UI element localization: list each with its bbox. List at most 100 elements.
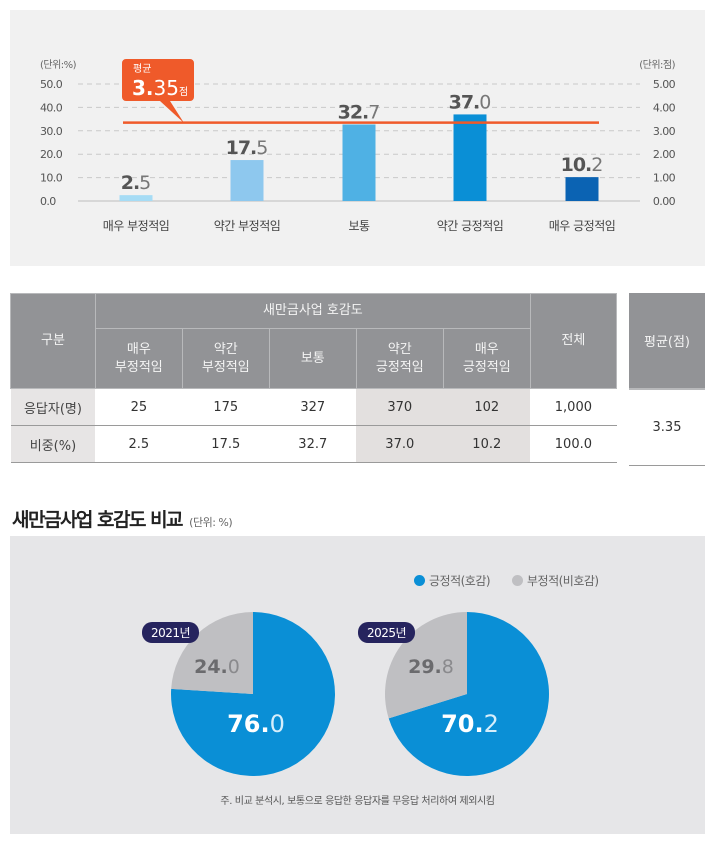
left-tick-label: 50.0: [40, 78, 63, 91]
pie-label-int: 76.: [227, 710, 270, 738]
bar-value-int: 10.: [561, 154, 592, 176]
category-label: 매우 긍정적임: [549, 219, 616, 233]
sub-header: 보통: [268, 328, 357, 389]
bar-value-label: 32.7: [338, 101, 381, 123]
bar-value-dec: 0: [479, 91, 491, 113]
bar: [230, 160, 264, 201]
sub-header-line: 부정적임: [201, 359, 250, 375]
legend-dot-negative: [512, 575, 523, 586]
pie-chart-panel: 76.0 24.0 70.2 29.8 긍정적(호감) 부정적(비호감) 2021년 …: [10, 536, 705, 834]
right-tick-label: 5.00: [653, 78, 676, 91]
bar: [119, 195, 153, 201]
average-callout-dec: 35: [154, 76, 179, 100]
legend-label: 부정적(비호감): [527, 574, 599, 588]
footnote: 주. 비교 분석시, 보통으로 응답한 응답자를 무응답 처리하여 제외시킴: [220, 796, 495, 807]
sub-header-line: 약간: [387, 341, 412, 357]
category-label: 약간 부정적임: [214, 218, 281, 233]
right-tick-label: 1.00: [653, 172, 676, 185]
category-label: 매우 부정적임: [103, 219, 170, 233]
bar-value-dec: 5: [256, 137, 268, 159]
table-row: 비중(%) 2.5 17.5 32.7 37.0 10.2 100.0: [10, 425, 617, 463]
pie-label-int: 24.: [194, 656, 228, 678]
year-badge-2021: 2021년: [142, 622, 200, 643]
left-tick-label: 40.0: [40, 101, 63, 114]
pie-slice: [171, 612, 253, 694]
group-header: 새만금사업 호감도: [94, 293, 531, 329]
section-title-text: 새만금사업 호감도 비교: [12, 509, 184, 531]
sub-header-line: 긍정적임: [462, 359, 511, 375]
category-label: 약간 긍정적임: [437, 218, 504, 233]
category-label: 보통: [348, 219, 370, 233]
average-callout-int: 3.: [132, 76, 154, 100]
table-cell: 2.5: [95, 425, 183, 463]
table-cell: 175: [182, 388, 270, 426]
bar-chart-panel: (단위:%) (단위:점) 0.0 0.00 10.0 1.00 20.0 2.00 30.…: [10, 10, 705, 266]
average-value: 3.35: [629, 389, 705, 466]
bar-value-label: 2.5: [121, 172, 152, 194]
pie-label-negative: 24.0: [194, 656, 240, 678]
total-header: 전체: [529, 293, 618, 389]
average-table: 평균(점) 3.35: [629, 293, 705, 466]
bar-value-dec: 2: [591, 154, 603, 176]
right-axis-unit: (단위:점): [639, 58, 675, 71]
legend-label: 긍정적(호감): [429, 574, 491, 588]
left-tick-label: 0.0: [40, 195, 56, 208]
pie-label-dec: 0: [270, 710, 285, 738]
pie-label-negative: 29.8: [408, 656, 454, 678]
table-cell-total: 1,000: [530, 388, 617, 426]
sub-header-line: 약간: [213, 341, 238, 357]
right-tick-label: 3.00: [653, 125, 676, 138]
pie-label-int: 29.: [408, 656, 442, 678]
sub-header-line: 매우: [474, 341, 499, 357]
right-tick-label: 2.00: [653, 148, 676, 161]
pie-label-dec: 0: [228, 656, 240, 678]
row-label: 비중(%): [10, 425, 96, 463]
bar-value-int: 17.: [226, 137, 257, 159]
sub-header: 약간 긍정적임: [355, 328, 444, 389]
average-callout-value: 3.35점: [132, 76, 188, 100]
pie-label-positive: 70.2: [441, 710, 499, 738]
legend-item-positive: 긍정적(호감): [414, 572, 491, 589]
legend-dot-positive: [414, 575, 425, 586]
table-cell: 370: [356, 388, 444, 426]
pie-label-int: 70.: [441, 710, 484, 738]
sub-header: 매우 부정적임: [94, 328, 183, 389]
table-cell: 102: [443, 388, 531, 426]
bar-value-int: 2.: [121, 172, 139, 194]
bar-value-int: 37.: [449, 91, 480, 113]
bar-value-label: 37.0: [449, 91, 492, 113]
row-label: 응답자(명): [10, 388, 96, 426]
bar: [565, 177, 599, 201]
table-cell-total: 100.0: [530, 425, 617, 463]
legend-item-negative: 부정적(비호감): [512, 572, 599, 589]
year-badge-2025: 2025년: [358, 622, 416, 643]
pie-label-dec: 2: [484, 710, 499, 738]
bar-value-label: 17.5: [226, 137, 269, 159]
pie-charts: 76.024.070.229.8: [170, 612, 549, 776]
left-tick-label: 30.0: [40, 125, 63, 138]
right-tick-label: 0.00: [653, 195, 676, 208]
pie-slice: [385, 612, 467, 719]
average-header: 평균(점): [629, 293, 705, 390]
bar: [453, 114, 487, 201]
table-cell: 17.5: [182, 425, 270, 463]
average-callout: [122, 59, 194, 123]
left-axis-unit: (단위:%): [40, 58, 77, 71]
sub-header-line: 보통: [300, 350, 325, 366]
average-callout-unit: 점: [179, 86, 188, 98]
table-cell: 25: [95, 388, 183, 426]
left-tick-label: 10.0: [40, 172, 63, 185]
col-group-header: 구분: [10, 293, 96, 389]
bar-value-label: 10.2: [561, 154, 604, 176]
table-row: 응답자(명) 25 175 327 370 102 1,000: [10, 388, 617, 426]
bar-value-dec: 7: [368, 101, 380, 123]
table-cell: 10.2: [443, 425, 531, 463]
section-unit: (단위: %): [189, 516, 233, 529]
bar: [342, 124, 376, 201]
bar-value-dec: 5: [139, 172, 151, 194]
pie-slice: [388, 612, 549, 776]
right-tick-label: 4.00: [653, 101, 676, 114]
average-callout-title: 평균: [133, 63, 151, 75]
